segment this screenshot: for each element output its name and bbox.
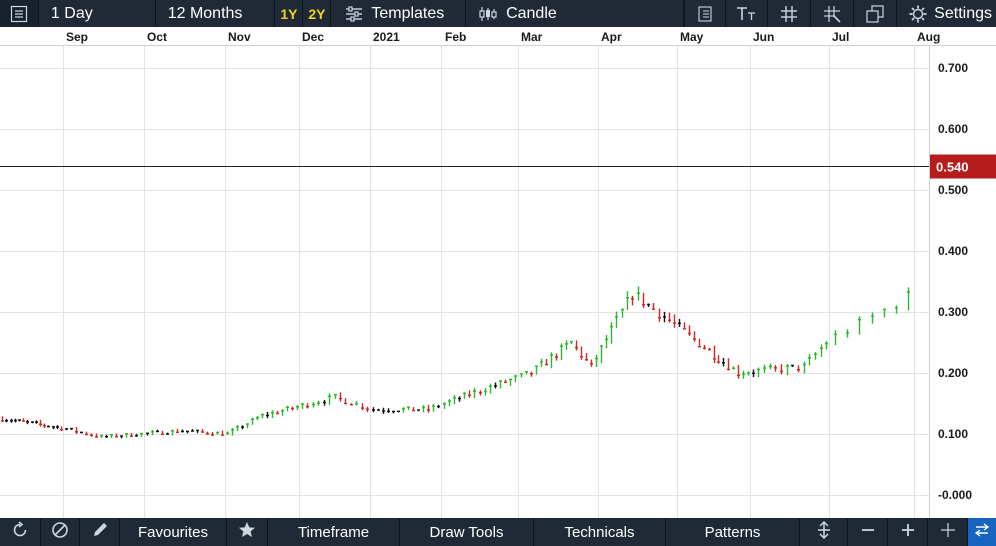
templates-button[interactable]: Templates (331, 0, 467, 27)
range-2y-label: 2Y (308, 5, 326, 22)
text-size-button[interactable] (725, 0, 769, 27)
price-tick-label: -0.000 (938, 488, 972, 502)
refresh-button[interactable] (0, 518, 41, 546)
crosshair-plus-icon (940, 522, 956, 542)
price-axis: 0.700 0.600 0.500 0.400 0.300 0.200 0.100 -0.00… (938, 61, 972, 502)
range-select[interactable]: 12 Months (155, 0, 276, 27)
star-button[interactable] (227, 518, 268, 546)
price-tick-label: 0.400 (938, 244, 968, 258)
cancel-icon (51, 521, 69, 543)
star-icon (238, 521, 256, 543)
interval-select[interactable]: 1 Day (38, 0, 156, 27)
month-label-dec: Dec (302, 30, 325, 44)
minus-icon (861, 523, 875, 541)
plus-icon (901, 523, 915, 541)
crosshair-button[interactable] (811, 0, 855, 27)
settings-label: Settings (934, 4, 992, 22)
chart-grid (0, 46, 929, 518)
crosshair-plus-button[interactable] (928, 518, 968, 546)
month-label-sep: Sep (66, 30, 89, 44)
bottom-toolbar: Favourites Timeframe Draw Tools Technica… (0, 518, 996, 546)
templates-icon (345, 5, 363, 22)
price-tick-label: 0.600 (938, 122, 968, 136)
month-label-jun: Jun (753, 30, 775, 44)
list-icon (697, 5, 713, 22)
grid-icon (780, 5, 798, 23)
draw-tools-label: Draw Tools (429, 523, 504, 541)
windows-icon (866, 4, 884, 23)
candle-icon (478, 6, 498, 22)
list-button[interactable] (683, 0, 726, 27)
text-size-icon (736, 6, 758, 22)
top-toolbar: 1 Day 12 Months 1Y 2Y Templates Candle (0, 0, 996, 27)
month-axis: Sep Oct Nov Dec 2021 Feb Mar Apr May Jun… (0, 27, 996, 46)
last-price-tag: 0.540 (930, 154, 996, 179)
month-label-jul: Jul (832, 30, 850, 44)
month-label-may: May (680, 30, 704, 44)
windows-button[interactable] (854, 0, 898, 27)
month-label-apr: Apr (601, 30, 622, 44)
chart-type-button[interactable]: Candle (466, 0, 684, 27)
zoom-out-button[interactable] (848, 518, 888, 546)
arrows-button[interactable] (800, 518, 848, 546)
menu-icon (10, 5, 28, 23)
month-label-oct: Oct (147, 30, 168, 44)
candles (1, 286, 910, 439)
templates-label: Templates (371, 4, 445, 22)
patterns-label: Patterns (704, 523, 761, 541)
last-price-tag-bg (930, 154, 996, 179)
settings-button[interactable]: Settings (897, 0, 996, 27)
price-tick-label: 0.200 (938, 366, 968, 380)
favourites-button[interactable]: Favourites (120, 518, 227, 546)
timeframe-label: Timeframe (297, 523, 370, 541)
chart-type-label: Candle (506, 4, 557, 22)
price-tick-label: 0.300 (938, 305, 968, 319)
price-tick-label: 0.500 (938, 183, 968, 197)
range-2y-button[interactable]: 2Y (303, 0, 332, 27)
technicals-button[interactable]: Technicals (534, 518, 666, 546)
menu-button[interactable] (0, 0, 39, 27)
range-1y-button[interactable]: 1Y (275, 0, 304, 27)
price-tick-label: 0.100 (938, 427, 968, 441)
timeframe-button[interactable]: Timeframe (268, 518, 400, 546)
expand-icon (974, 522, 990, 542)
last-price-value: 0.540 (936, 160, 969, 175)
range-1y-label: 1Y (280, 5, 298, 22)
refresh-icon (11, 521, 29, 543)
pencil-button[interactable] (80, 518, 120, 546)
expand-button[interactable] (968, 518, 996, 546)
month-label-nov: Nov (228, 30, 251, 44)
gear-icon (909, 5, 927, 23)
cancel-button[interactable] (41, 518, 80, 546)
zoom-in-button[interactable] (888, 518, 928, 546)
draw-tools-button[interactable]: Draw Tools (400, 518, 534, 546)
patterns-button[interactable]: Patterns (666, 518, 800, 546)
favourites-label: Favourites (137, 523, 209, 541)
pencil-icon (91, 521, 109, 543)
month-label-mar: Mar (521, 30, 543, 44)
price-tick-label: 0.700 (938, 61, 968, 75)
crosshair-icon (823, 5, 841, 23)
arrows-icon (815, 520, 833, 543)
month-label-feb: Feb (445, 30, 467, 44)
price-chart[interactable]: 0.700 0.600 0.500 0.400 0.300 0.200 0.100 -0.00… (0, 46, 996, 518)
month-label-2021: 2021 (373, 30, 400, 44)
range-label: 12 Months (167, 4, 243, 22)
month-label-aug: Aug (917, 30, 941, 44)
interval-label: 1 Day (50, 4, 93, 22)
grid-button[interactable] (768, 0, 812, 27)
technicals-label: Technicals (564, 523, 635, 541)
